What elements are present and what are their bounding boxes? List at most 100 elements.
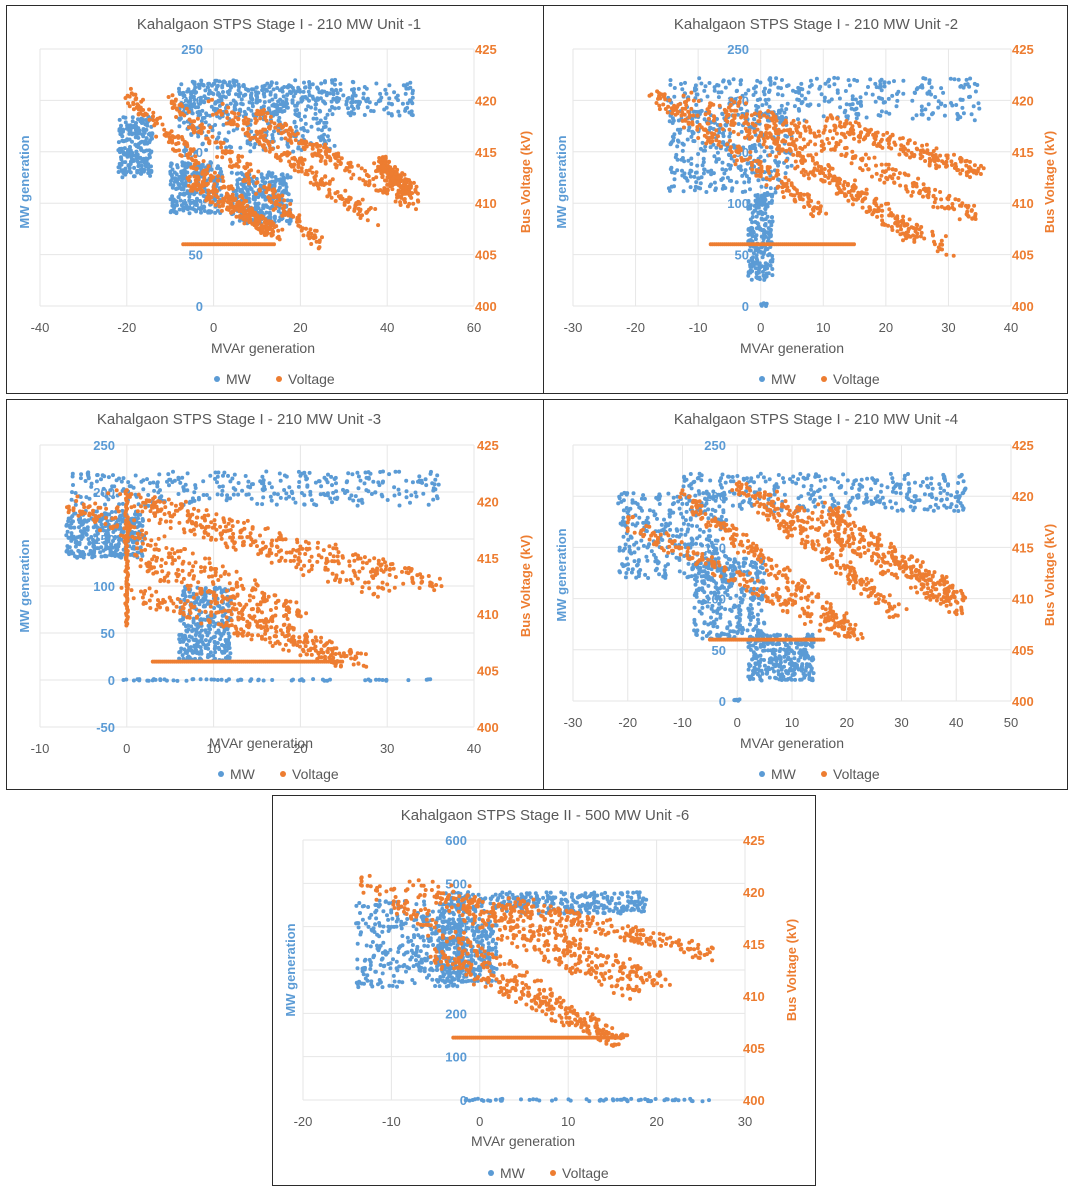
voltage-point	[900, 220, 905, 225]
voltage-point	[242, 221, 247, 226]
voltage-point	[246, 121, 250, 126]
mw-point	[293, 90, 298, 95]
mw-point	[230, 220, 235, 225]
mw-point	[299, 491, 304, 495]
y2-tick-label: 420	[475, 93, 497, 108]
mw-point	[765, 191, 770, 195]
voltage-point	[906, 173, 911, 178]
voltage-point	[811, 214, 815, 219]
mw-point	[728, 166, 733, 171]
voltage-point	[857, 124, 862, 129]
mw-point	[955, 117, 960, 122]
mw-point	[768, 263, 773, 268]
mw-point	[410, 101, 415, 106]
mw-point	[199, 210, 203, 215]
voltage-point	[953, 197, 958, 202]
voltage-point	[822, 179, 827, 184]
mw-point	[99, 477, 103, 482]
voltage-point	[738, 95, 743, 100]
mw-point	[263, 197, 268, 202]
voltage-point	[838, 139, 843, 144]
mw-point	[365, 105, 370, 110]
mw-point	[763, 211, 768, 216]
mw-point	[182, 149, 187, 154]
voltage-point	[288, 139, 293, 143]
voltage-point	[764, 183, 769, 188]
mw-point	[70, 474, 75, 479]
voltage-point	[314, 142, 319, 147]
mw-point	[961, 111, 966, 116]
mw-point	[697, 76, 702, 81]
mw-point	[213, 210, 218, 215]
mw-point	[192, 97, 197, 102]
voltage-point	[890, 167, 895, 172]
y2-axis-title: Bus Voltage (kV)	[518, 131, 533, 233]
voltage-point	[695, 113, 700, 118]
voltage-point	[793, 123, 797, 128]
mw-point	[927, 89, 932, 94]
mw-point	[936, 105, 941, 110]
mw-point	[267, 481, 272, 486]
mw-point	[346, 471, 351, 476]
voltage-point	[284, 128, 289, 133]
mw-point	[410, 91, 415, 96]
mw-point	[773, 190, 778, 195]
voltage-point	[932, 200, 937, 205]
mw-point	[251, 87, 256, 92]
mw-point	[705, 94, 710, 99]
mw-point	[792, 104, 797, 109]
mw-point	[141, 487, 146, 492]
mw-point	[770, 215, 774, 220]
voltage-point	[351, 172, 356, 177]
mw-point	[172, 205, 177, 210]
mw-point	[405, 82, 410, 87]
voltage-point	[856, 196, 861, 201]
voltage-point	[208, 173, 213, 178]
mw-point	[958, 84, 963, 89]
mw-point	[122, 146, 127, 151]
voltage-point	[979, 163, 983, 168]
voltage-point	[953, 162, 958, 166]
voltage-point	[724, 114, 729, 119]
x-tick-label: 40	[467, 741, 481, 756]
mw-point	[216, 164, 220, 169]
mw-point	[910, 116, 915, 121]
voltage-point	[934, 146, 939, 151]
voltage-point	[795, 191, 800, 196]
mw-point	[776, 92, 780, 97]
mw-point	[943, 103, 948, 108]
y-tick-label: -50	[96, 720, 115, 735]
voltage-point	[803, 169, 808, 174]
mw-point	[236, 92, 241, 97]
mw-point	[832, 75, 837, 80]
mw-point	[133, 142, 138, 147]
mw-point	[712, 88, 717, 93]
mw-point	[919, 104, 924, 109]
mw-point	[291, 496, 296, 501]
mw-point	[220, 85, 225, 90]
mw-point	[712, 154, 717, 159]
voltage-point	[873, 131, 878, 136]
mw-point	[327, 138, 331, 143]
mw-point	[929, 85, 934, 90]
mw-point	[125, 150, 130, 155]
voltage-point	[267, 196, 272, 201]
voltage-point	[300, 158, 304, 163]
voltage-point	[241, 200, 246, 205]
voltage-point	[922, 186, 927, 191]
voltage-point	[774, 131, 779, 136]
mw-point	[177, 124, 182, 129]
mw-point	[432, 482, 437, 487]
voltage-point	[309, 242, 314, 246]
mw-point	[188, 499, 193, 504]
voltage-point	[914, 146, 919, 151]
voltage-point	[327, 191, 332, 196]
voltage-point	[229, 201, 234, 206]
mw-point	[397, 469, 402, 474]
voltage-point	[206, 188, 211, 193]
mw-point	[149, 134, 154, 139]
mw-point	[267, 85, 272, 90]
mw-point	[404, 495, 409, 500]
voltage-point	[212, 182, 217, 187]
mw-point	[696, 110, 700, 114]
